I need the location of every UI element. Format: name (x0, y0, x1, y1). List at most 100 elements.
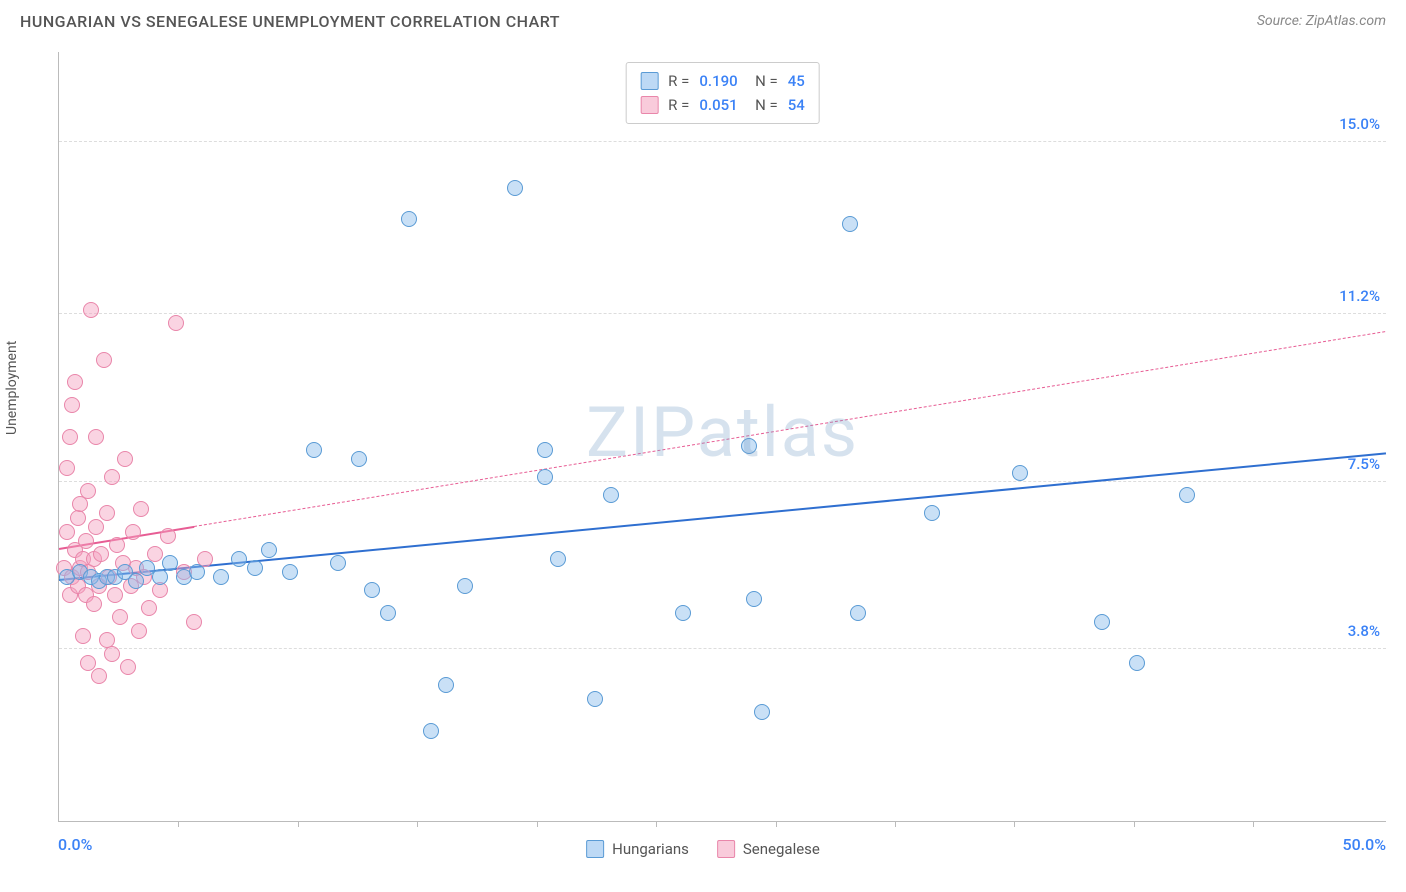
watermark: ZIPatlas (586, 391, 859, 473)
swatch-icon (640, 72, 658, 90)
data-point (401, 211, 417, 227)
legend-label: Senegalese (743, 840, 820, 858)
swatch-icon (640, 96, 658, 114)
x-tick (895, 821, 896, 827)
data-point (1012, 465, 1028, 481)
data-point (109, 537, 125, 553)
data-point (306, 442, 322, 458)
data-point (117, 451, 133, 467)
gridline (59, 648, 1386, 649)
data-point (96, 352, 112, 368)
x-axis-max-label: 50.0% (1342, 835, 1386, 854)
data-point (78, 533, 94, 549)
data-point (1179, 487, 1195, 503)
data-point (380, 605, 396, 621)
header: HUNGARIAN VS SENEGALESE UNEMPLOYMENT COR… (0, 0, 1406, 38)
y-tick-label: 3.8% (1348, 622, 1380, 640)
y-tick-label: 15.0% (1339, 115, 1380, 133)
data-point (537, 469, 553, 485)
data-point (231, 551, 247, 567)
data-point (59, 460, 75, 476)
data-point (675, 605, 691, 621)
data-point (99, 505, 115, 521)
data-point (537, 442, 553, 458)
data-point (186, 614, 202, 630)
correlation-legend: R = 0.190 N = 45 R = 0.051 N = 54 (625, 62, 820, 124)
data-point (120, 659, 136, 675)
chart-container: Unemployment ZIPatlas R = 0.190 N = 45 R… (20, 42, 1386, 872)
data-point (1094, 614, 1110, 630)
trendline-dashed (194, 331, 1386, 527)
data-point (59, 524, 75, 540)
data-point (86, 596, 102, 612)
data-point (107, 587, 123, 603)
y-tick-label: 11.2% (1339, 287, 1380, 305)
data-point (1129, 655, 1145, 671)
source-attribution: Source: ZipAtlas.com (1257, 13, 1386, 29)
data-point (741, 438, 757, 454)
data-point (189, 564, 205, 580)
x-tick (776, 821, 777, 827)
legend-label: Hungarians (612, 840, 689, 858)
swatch-icon (717, 840, 735, 858)
x-tick (1253, 821, 1254, 827)
y-axis-label: Unemployment (4, 341, 20, 435)
x-tick (178, 821, 179, 827)
data-point (213, 569, 229, 585)
data-point (746, 591, 762, 607)
data-point (91, 668, 107, 684)
x-tick (656, 821, 657, 827)
data-point (603, 487, 619, 503)
data-point (754, 704, 770, 720)
data-point (80, 483, 96, 499)
x-tick (1134, 821, 1135, 827)
data-point (924, 505, 940, 521)
data-point (83, 302, 99, 318)
data-point (507, 180, 523, 196)
chart-title: HUNGARIAN VS SENEGALESE UNEMPLOYMENT COR… (20, 12, 560, 31)
gridline (59, 481, 1386, 482)
gridline (59, 313, 1386, 314)
legend-row-senegalese: R = 0.051 N = 54 (640, 93, 805, 117)
data-point (133, 501, 149, 517)
data-point (438, 677, 454, 693)
x-tick (537, 821, 538, 827)
data-point (162, 555, 178, 571)
gridline (59, 141, 1386, 142)
series-legend: Hungarians Senegalese (586, 840, 820, 858)
data-point (70, 510, 86, 526)
data-point (72, 496, 88, 512)
x-axis-min-label: 0.0% (58, 835, 92, 854)
legend-item: Senegalese (717, 840, 820, 858)
data-point (112, 609, 128, 625)
legend-item: Hungarians (586, 840, 689, 858)
data-point (80, 655, 96, 671)
data-point (423, 723, 439, 739)
data-point (550, 551, 566, 567)
data-point (587, 691, 603, 707)
data-point (351, 451, 367, 467)
data-point (131, 623, 147, 639)
data-point (160, 528, 176, 544)
data-point (128, 573, 144, 589)
data-point (141, 600, 157, 616)
data-point (457, 578, 473, 594)
data-point (330, 555, 346, 571)
data-point (67, 374, 83, 390)
data-point (364, 582, 380, 598)
x-tick (298, 821, 299, 827)
data-point (261, 542, 277, 558)
legend-row-hungarians: R = 0.190 N = 45 (640, 69, 805, 93)
plot-area: ZIPatlas R = 0.190 N = 45 R = 0.051 N = … (58, 52, 1386, 822)
data-point (282, 564, 298, 580)
data-point (104, 646, 120, 662)
data-point (104, 469, 120, 485)
data-point (842, 216, 858, 232)
swatch-icon (586, 840, 604, 858)
x-tick (417, 821, 418, 827)
data-point (88, 519, 104, 535)
data-point (64, 397, 80, 413)
data-point (93, 546, 109, 562)
data-point (152, 569, 168, 585)
x-tick (1014, 821, 1015, 827)
